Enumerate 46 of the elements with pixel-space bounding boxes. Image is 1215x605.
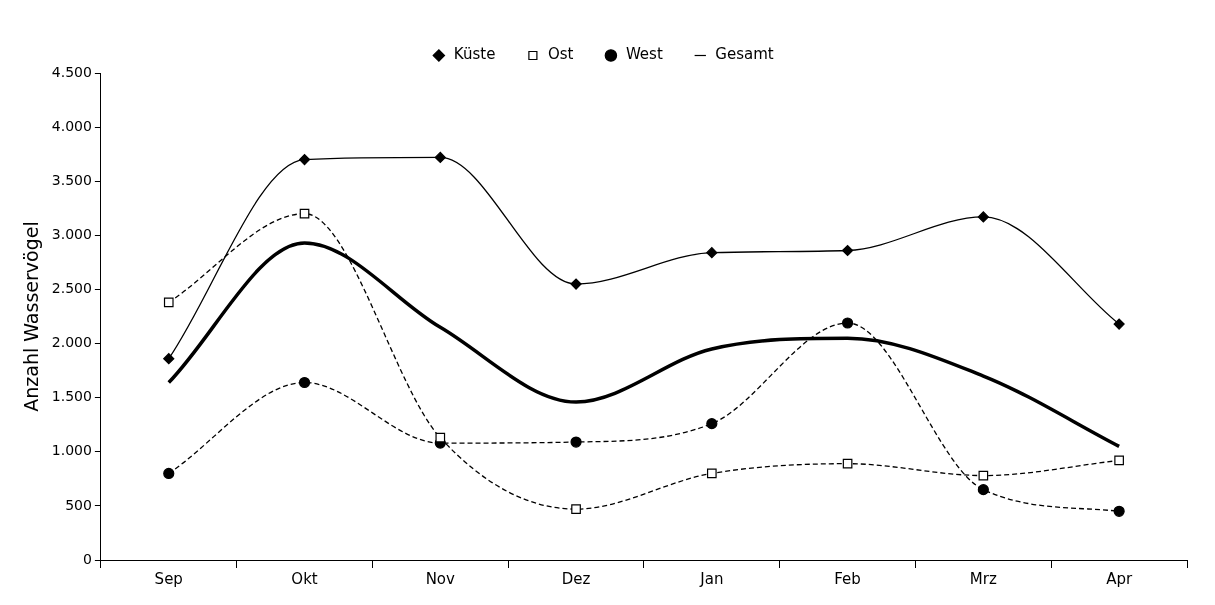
y-tick-label: 4.000: [51, 117, 92, 134]
point: [706, 468, 717, 479]
y-tick-label: 1.500: [51, 388, 92, 405]
point: [841, 244, 854, 257]
x-tick-label: Dez: [561, 569, 591, 588]
y-tick-label: 2.000: [51, 334, 92, 351]
y-tick-label: 4.500: [51, 63, 92, 80]
y-tick-label: 1.000: [51, 442, 92, 459]
point: [571, 504, 581, 514]
y-axis-title: Anzahl Wasservögel: [20, 221, 43, 412]
point: [163, 297, 174, 308]
point: [434, 151, 446, 164]
point: [978, 470, 989, 481]
point: [298, 376, 311, 389]
point: [163, 467, 175, 480]
point: [299, 208, 310, 219]
point: [977, 484, 989, 496]
x-tick-label: Jan: [699, 569, 724, 588]
point: [435, 432, 446, 443]
x-tick-label: Mrz: [969, 569, 997, 588]
point: [1113, 318, 1125, 330]
point: [706, 247, 718, 259]
x-tick-label: Sep: [154, 569, 183, 588]
point: [570, 278, 582, 290]
y-tick-label: 2.500: [51, 280, 92, 297]
legend-label: Küste: [453, 45, 496, 64]
legend-label: Ost: [547, 45, 574, 64]
point: [977, 211, 989, 223]
x-tick-label: Apr: [1106, 569, 1133, 588]
y-tick-label: 500: [65, 496, 92, 513]
x-tick-label: Nov: [425, 569, 456, 588]
x-tick-label: Okt: [291, 569, 318, 588]
point: [842, 458, 853, 469]
point: [841, 317, 854, 329]
legend-label: Gesamt: [715, 45, 774, 64]
point: [298, 153, 311, 166]
legend-label: West: [625, 45, 663, 64]
point: [1114, 455, 1124, 466]
point: [570, 436, 582, 448]
y-tick-label: 3.500: [51, 171, 92, 188]
point: [163, 353, 175, 365]
point: [1113, 505, 1125, 517]
point: [706, 418, 718, 430]
y-tick-label: 3.000: [51, 225, 92, 242]
y-tick-label: 0: [82, 550, 92, 567]
x-tick-label: Feb: [834, 569, 861, 588]
